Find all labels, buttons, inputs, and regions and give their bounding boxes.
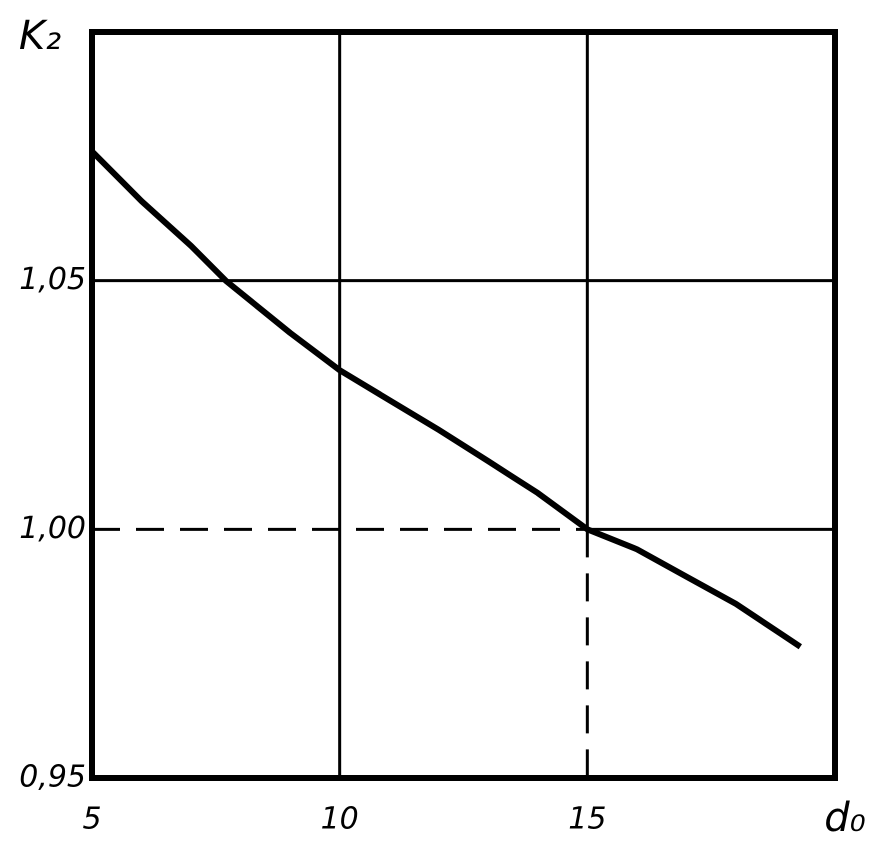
y-tick-label: 1,00 — [19, 511, 86, 546]
x-tick-label: 10 — [321, 802, 359, 837]
plot-frame — [89, 29, 838, 781]
data-line — [89, 149, 802, 650]
y-tick-label: 1,05 — [19, 262, 86, 297]
x-tick-label: 15 — [568, 802, 606, 837]
y-tick-label: 0,95 — [19, 760, 86, 795]
x-tick-label: 5 — [82, 802, 101, 837]
y-axis-label: K₂ — [19, 13, 61, 59]
x-axis-label: d₀ — [824, 795, 865, 841]
